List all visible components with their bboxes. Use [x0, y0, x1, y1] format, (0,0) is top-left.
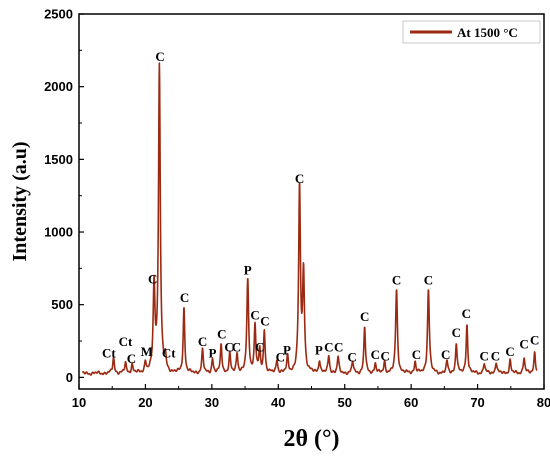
peak-label: C	[198, 334, 207, 349]
peak-label: C	[519, 337, 528, 352]
peak-label: C	[295, 171, 304, 186]
peak-label: Ct	[162, 345, 176, 360]
peak-label: P	[315, 342, 323, 357]
y-axis-title: Intensity (a.u)	[9, 141, 31, 261]
x-tick-label: 60	[404, 395, 418, 410]
peak-label: C	[462, 306, 471, 321]
peak-label: P	[209, 345, 217, 360]
peak-label: C	[180, 290, 189, 305]
y-tick-label: 2000	[44, 79, 73, 94]
peak-label: C	[217, 326, 226, 341]
peak-label: Ct	[102, 345, 116, 360]
x-tick-label: 30	[205, 395, 219, 410]
peak-label: C	[452, 325, 461, 340]
x-tick-label: 50	[337, 395, 351, 410]
y-tick-label: 1000	[44, 225, 73, 240]
x-tick-label: 70	[470, 395, 484, 410]
peak-label: C	[441, 347, 450, 362]
y-tick-label: 2500	[44, 7, 73, 22]
y-tick-label: 1500	[44, 152, 73, 167]
peak-label: C	[255, 340, 264, 355]
x-tick-label: 10	[72, 395, 86, 410]
peak-label: C	[260, 313, 269, 328]
peak-label: C	[224, 340, 233, 355]
peak-label: Ct	[119, 334, 133, 349]
peak-label: C	[232, 340, 241, 355]
peak-label: C	[392, 273, 401, 288]
x-axis-title: 2θ (°)	[283, 426, 339, 452]
y-tick-label: 500	[51, 297, 73, 312]
xrd-pattern-line	[81, 62, 538, 376]
x-tick-label: 80	[537, 395, 550, 410]
peak-label: C	[424, 273, 433, 288]
peak-label: C	[334, 340, 343, 355]
peak-label: C	[347, 350, 356, 365]
peak-label: C	[505, 344, 514, 359]
peak-label: C	[127, 351, 136, 366]
legend: At 1500 °C	[402, 20, 541, 44]
peak-label: C	[360, 309, 369, 324]
peak-label: M	[141, 344, 153, 359]
legend-box	[402, 20, 541, 44]
peak-label: C	[371, 347, 380, 362]
plot-frame	[78, 13, 545, 390]
x-tick-label: 20	[138, 395, 152, 410]
peak-label: C	[530, 332, 539, 347]
peak-label: C	[412, 347, 421, 362]
peak-label: C	[250, 308, 259, 323]
legend-label: At 1500 °C	[457, 25, 518, 40]
peak-label: C	[324, 340, 333, 355]
peak-label: P	[244, 263, 252, 278]
peak-label: P	[283, 342, 291, 357]
y-tick-label: 0	[66, 370, 73, 385]
peak-label: C	[381, 348, 390, 363]
peak-label: C	[276, 350, 285, 365]
peak-label: C	[148, 271, 157, 286]
peak-label: C	[155, 49, 164, 64]
peak-label: C	[480, 348, 489, 363]
x-tick-label: 40	[271, 395, 285, 410]
peak-label: C	[491, 348, 500, 363]
